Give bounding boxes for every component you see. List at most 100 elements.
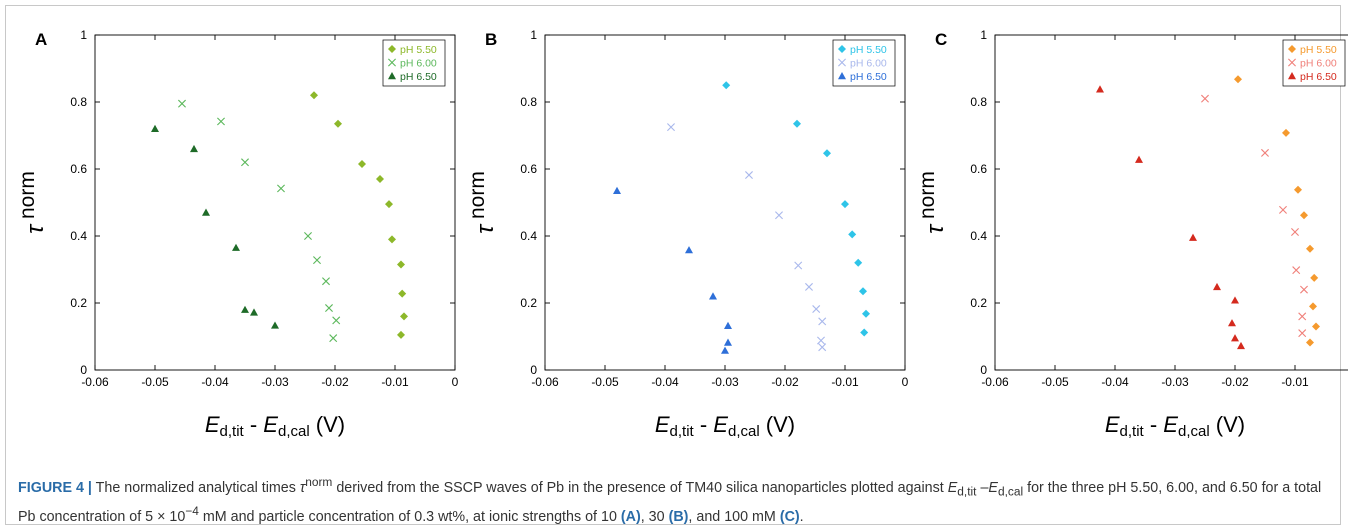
- data-point: [250, 308, 258, 316]
- data-point: [793, 119, 801, 128]
- legend-marker: [1288, 58, 1296, 67]
- legend-label: pH 5.50: [400, 44, 437, 56]
- panel-label: A: [35, 30, 47, 49]
- data-point: [1096, 85, 1104, 93]
- legend-label: pH 5.50: [850, 44, 887, 56]
- x-label-e2: E: [263, 412, 278, 437]
- data-point: [241, 305, 249, 313]
- x-tick-label: -0.02: [1221, 375, 1249, 389]
- legend-marker: [838, 45, 846, 53]
- data-point: [388, 235, 396, 244]
- data-point: [1231, 296, 1239, 304]
- data-point: [818, 317, 827, 326]
- data-point: [818, 343, 827, 352]
- legend-marker: [388, 45, 396, 53]
- y-tick-label: 0: [80, 363, 87, 377]
- y-label-tau: τ: [22, 223, 49, 234]
- data-point: [217, 117, 225, 126]
- x-tick-label: -0.05: [591, 375, 619, 389]
- x-label-sub2: d,cal: [278, 423, 310, 440]
- x-tick-label: -0.03: [1161, 375, 1189, 389]
- data-point: [860, 328, 869, 337]
- x-tick-label: -0.06: [531, 375, 559, 389]
- y-tick-label: 0.4: [970, 229, 987, 243]
- data-point: [332, 316, 341, 325]
- data-point: [1292, 266, 1301, 275]
- x-tick-label: -0.01: [381, 375, 409, 389]
- data-point: [1300, 285, 1308, 294]
- data-point: [271, 321, 279, 329]
- caption-text-1: The normalized analytical times: [91, 479, 300, 496]
- data-point: [775, 211, 783, 220]
- x-axis-label: Ed,tit - Ed,cal (V): [655, 412, 795, 440]
- x-label-sub1: d,tit: [1120, 423, 1145, 440]
- figure-caption: FIGURE 4 | The normalized analytical tim…: [18, 473, 1332, 526]
- x-tick-label: 0: [452, 375, 459, 389]
- caption-text-3: –: [976, 479, 989, 496]
- y-tick-label: 0: [530, 363, 537, 377]
- y-label-tau: τ: [472, 223, 499, 234]
- x-label-e1: E: [1105, 412, 1120, 437]
- caption-tau: τ: [299, 479, 306, 496]
- data-point: [151, 124, 159, 132]
- data-point: [724, 338, 732, 346]
- data-point: [385, 200, 393, 209]
- x-tick-label: -0.02: [321, 375, 349, 389]
- caption-text-8: .: [799, 508, 804, 525]
- legend-label: pH 6.50: [850, 71, 887, 83]
- x-label-e2: E: [1163, 412, 1178, 437]
- y-tick-label: 1: [80, 28, 87, 42]
- data-point: [1291, 227, 1299, 236]
- y-tick-label: 1: [980, 28, 987, 42]
- data-point: [329, 334, 338, 343]
- y-label-sup: norm: [466, 171, 489, 225]
- legend-marker: [1288, 45, 1296, 53]
- series-3: [151, 124, 279, 329]
- caption-e2: E: [988, 479, 998, 496]
- data-point: [1231, 334, 1239, 342]
- series-2: [667, 123, 827, 352]
- x-tick-label: -0.05: [1041, 375, 1069, 389]
- y-label-sup: norm: [16, 171, 39, 225]
- figure-panels: A -0.06 -0.05 -0.04 -0.03 -0.02 -0.01 0 0 0.2 0.4 0…: [16, 28, 1348, 440]
- series-1: [722, 81, 870, 337]
- caption-text-4: for the three pH 5.50, 6.00, and 6.50 fo…: [18, 479, 1322, 525]
- data-point: [1189, 233, 1197, 241]
- data-point: [685, 246, 693, 254]
- series-1: [1234, 75, 1320, 347]
- y-tick-label: 0.6: [70, 162, 87, 176]
- x-label-sub2: d,cal: [1178, 423, 1210, 440]
- data-point: [1228, 319, 1236, 327]
- x-label-unit: (V): [310, 412, 345, 437]
- panel-label: C: [935, 30, 947, 49]
- legend-label: pH 6.50: [400, 71, 437, 83]
- series-3: [613, 186, 732, 354]
- caption-label: FIGURE 4 |: [18, 479, 92, 496]
- x-tick-label: -0.02: [771, 375, 799, 389]
- x-label-minus: -: [1144, 412, 1164, 437]
- y-tick-label: 0.2: [970, 296, 987, 310]
- data-point: [304, 232, 312, 240]
- panel-b: B -0.06 -0.05 -0.04 -0.03 -0.02 -0.01 0 0 0.2 0.4 0…: [466, 28, 909, 440]
- caption-panel-c: (C): [779, 508, 800, 525]
- caption-panel-a: (A): [620, 508, 641, 525]
- x-axis-label: Ed,tit - Ed,cal (V): [205, 412, 345, 440]
- caption-sub1: d,tit: [957, 484, 977, 499]
- x-label-minus: -: [694, 412, 714, 437]
- y-tick-label: 0.6: [970, 162, 987, 176]
- x-tick-label: -0.01: [831, 375, 859, 389]
- y-axis-label: τ norm: [916, 171, 949, 234]
- legend-label: pH 5.50: [1300, 44, 1337, 56]
- series-1: [310, 91, 408, 339]
- y-tick-label: 0.2: [70, 296, 87, 310]
- caption-text-5: mM and particle concentration of 0.3 wt%…: [198, 508, 621, 525]
- x-tick-label: -0.04: [201, 375, 229, 389]
- legend-label: pH 6.00: [1300, 58, 1337, 70]
- legend-marker: [388, 72, 396, 80]
- data-point: [398, 289, 407, 298]
- data-point: [745, 171, 753, 180]
- x-label-unit: (V): [1210, 412, 1245, 437]
